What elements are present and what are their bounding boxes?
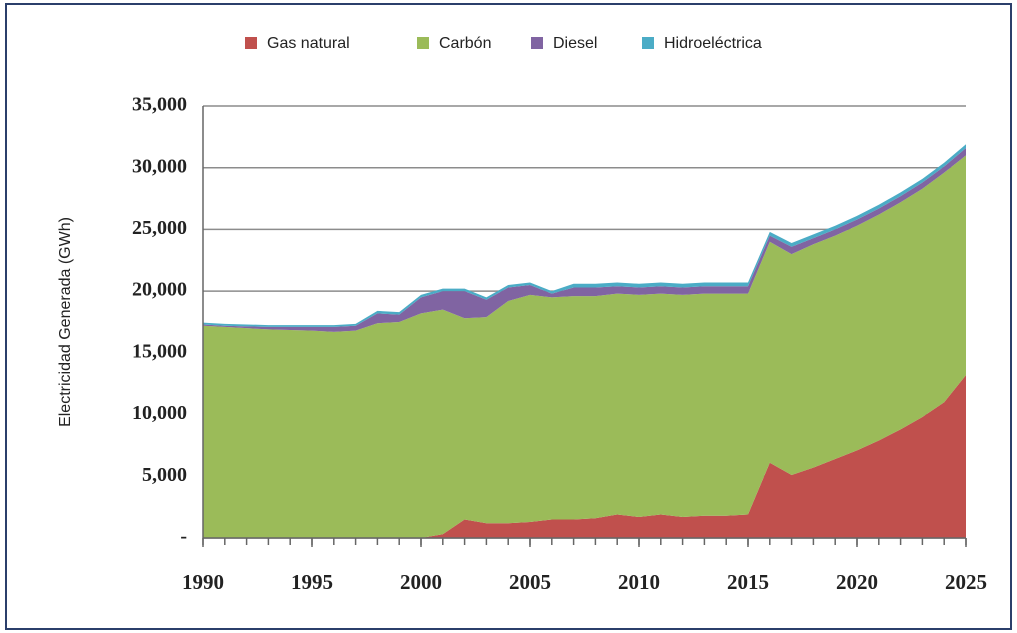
y-tick-label: -	[180, 526, 187, 548]
x-tick-label: 2005	[509, 570, 551, 594]
y-axis-label: Electricidad Generada (GWh)	[57, 217, 74, 427]
legend-swatch	[642, 37, 654, 49]
x-tick-label: 1990	[182, 570, 224, 594]
area	[203, 375, 966, 538]
legend-label: Gas natural	[267, 35, 350, 52]
x-tick-label: 2020	[836, 570, 878, 594]
y-tick-label: 5,000	[142, 464, 187, 486]
area	[203, 144, 966, 327]
legend-swatch	[531, 37, 543, 49]
y-tick-label: 25,000	[132, 217, 187, 239]
legend-label: Hidroeléctrica	[664, 35, 762, 52]
y-tick-label: 20,000	[132, 279, 187, 301]
x-tick-label: 1995	[291, 570, 333, 594]
x-tick-label: 2025	[945, 570, 987, 594]
legend-label: Diesel	[553, 35, 597, 52]
area	[203, 147, 966, 332]
y-tick-label: 10,000	[132, 402, 187, 424]
area	[203, 155, 966, 538]
legend-label: Carbón	[439, 35, 491, 52]
x-tick-label: 2010	[618, 570, 660, 594]
y-tick-label: 35,000	[132, 94, 187, 116]
x-tick-label: 2000	[400, 570, 442, 594]
y-tick-label: 15,000	[132, 340, 187, 362]
legend-swatch	[245, 37, 257, 49]
legend-swatch	[417, 37, 429, 49]
x-tick-label: 2015	[727, 570, 769, 594]
y-tick-label: 30,000	[132, 155, 187, 177]
